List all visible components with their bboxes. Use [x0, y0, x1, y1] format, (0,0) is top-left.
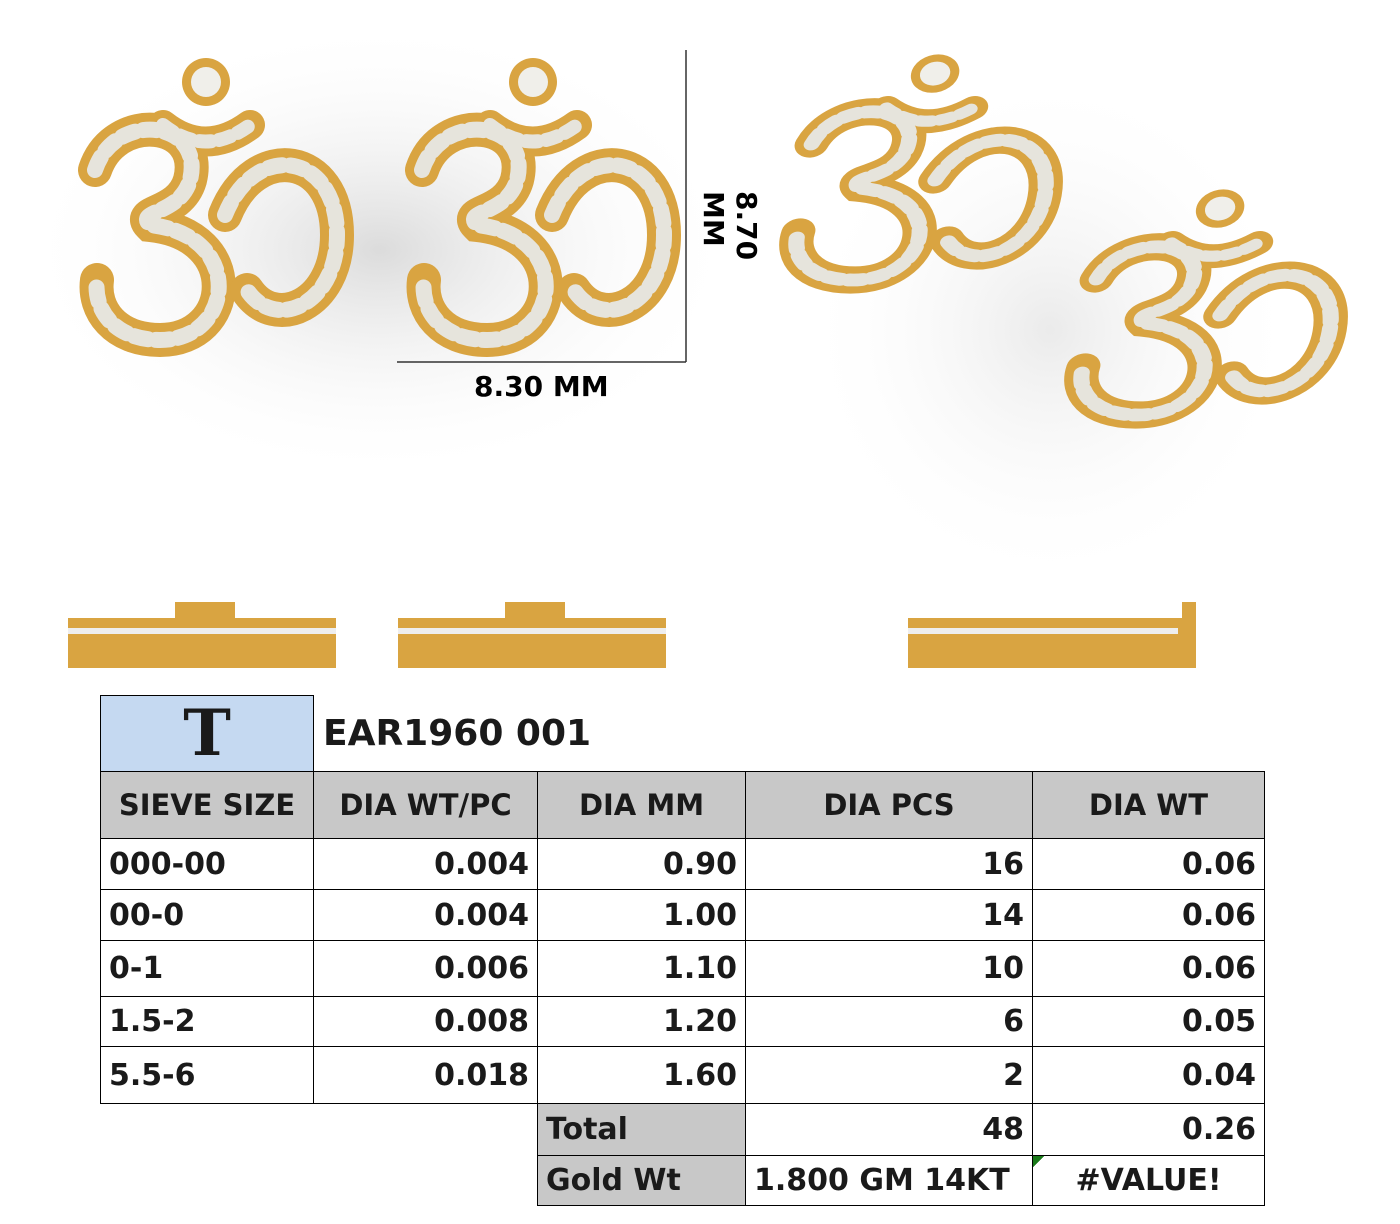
- column-header: DIA WT/PC: [313, 771, 538, 839]
- table-cell: 1.00: [537, 889, 746, 941]
- table-cell: 6: [745, 996, 1033, 1047]
- gold-label: Gold Wt: [537, 1155, 746, 1206]
- table-cell: 2: [745, 1046, 1033, 1104]
- table-cell: 1.5-2: [100, 996, 314, 1047]
- table-cell: 0.06: [1032, 838, 1265, 890]
- table-cell: 000-00: [100, 838, 314, 890]
- table-cell: 1.20: [537, 996, 746, 1047]
- gold-result: #VALUE!: [1032, 1155, 1265, 1206]
- column-header: DIA MM: [537, 771, 746, 839]
- total-wt: 0.26: [1032, 1103, 1265, 1156]
- table-cell: 0.04: [1032, 1046, 1265, 1104]
- table-cell: 0.018: [313, 1046, 538, 1104]
- product-renders: [20, 20, 1400, 668]
- width-dimension: 8.30 MM: [474, 370, 609, 403]
- table-cell: 0.006: [313, 940, 538, 997]
- table-cell: 0.06: [1032, 889, 1265, 941]
- shadow: [20, 20, 740, 480]
- table-cell: 0.06: [1032, 940, 1265, 997]
- table-cell: 1.60: [537, 1046, 746, 1104]
- height-dimension: 8.70 MM: [697, 191, 763, 261]
- table-cell: 0.90: [537, 838, 746, 890]
- table-cell: 14: [745, 889, 1033, 941]
- total-pcs: 48: [745, 1103, 1033, 1156]
- table-cell: 0-1: [100, 940, 314, 997]
- column-header: DIA WT: [1032, 771, 1265, 839]
- side-view: [68, 602, 1196, 668]
- column-header: SIEVE SIZE: [100, 771, 314, 839]
- table-cell: 1.10: [537, 940, 746, 997]
- table-cell: 10: [745, 940, 1033, 997]
- table-cell: 16: [745, 838, 1033, 890]
- gold-value: 1.800 GM 14KT: [745, 1155, 1033, 1206]
- product-code: EAR1960 001: [323, 713, 592, 754]
- table-cell: 0.004: [313, 889, 538, 941]
- table-cell: 0.05: [1032, 996, 1265, 1047]
- column-header: DIA PCS: [745, 771, 1033, 839]
- logo: T: [100, 695, 314, 772]
- total-label: Total: [537, 1103, 746, 1156]
- table-cell: 0.008: [313, 996, 538, 1047]
- table-cell: 0.004: [313, 838, 538, 890]
- table-cell: 00-0: [100, 889, 314, 941]
- table-cell: 5.5-6: [100, 1046, 314, 1104]
